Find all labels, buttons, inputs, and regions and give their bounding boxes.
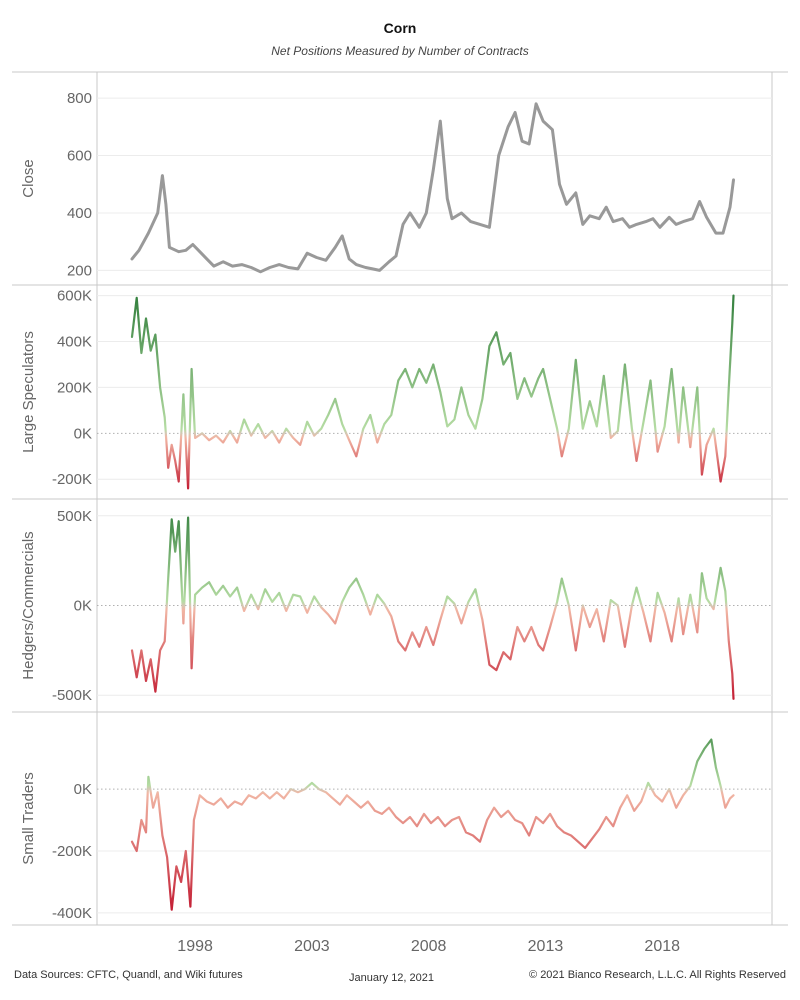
footer-date: January 12, 2021 — [349, 972, 435, 984]
series-line-hedgers-commercials — [130, 516, 735, 700]
y-tick-label: 500K — [57, 508, 92, 525]
y-tick-label: 0K — [74, 425, 92, 442]
footer-copyright: © 2021 Bianco Research, L.L.C. All Right… — [529, 969, 786, 981]
series-line-small-traders — [130, 738, 735, 911]
x-tick-label: 1998 — [177, 938, 213, 955]
y-tick-label: 400K — [57, 334, 92, 351]
y-axis-label: Large Speculators — [20, 331, 37, 453]
x-tick-label: 2013 — [528, 938, 564, 955]
y-tick-label: 600K — [57, 288, 92, 305]
x-tick-label: 2008 — [411, 938, 447, 955]
x-tick-label: 2003 — [294, 938, 330, 955]
y-axis-label: Close — [20, 159, 37, 197]
axis-layer: 1998 2003 2008 2013 2018 200 400 600 800 Close -20… — [20, 90, 680, 955]
panel-frames — [12, 71, 788, 926]
y-axis-label: Hedgers/Commercials — [20, 531, 37, 679]
y-tick-label: -400K — [52, 905, 92, 922]
y-tick-label: 600 — [67, 148, 92, 165]
y-tick-label: -200K — [52, 471, 92, 488]
y-tick-label: 200 — [67, 262, 92, 279]
chart-title: Corn — [383, 20, 417, 36]
y-tick-label: 0K — [74, 598, 92, 615]
y-tick-label: 0K — [74, 781, 92, 798]
y-tick-label: 400 — [67, 205, 92, 222]
y-tick-label: 800 — [67, 90, 92, 107]
y-tick-label: 200K — [57, 379, 92, 396]
y-tick-label: -500K — [52, 687, 92, 704]
x-tick-label: 2018 — [644, 938, 680, 955]
series-line-close — [130, 102, 735, 274]
footer-data-sources: Data Sources: CFTC, Quandl, and Wiki fut… — [14, 969, 243, 981]
series-line-large-speculators — [130, 294, 735, 490]
y-tick-label: -200K — [52, 843, 92, 860]
y-axis-label: Small Traders — [20, 772, 37, 865]
chart-subtitle: Net Positions Measured by Number of Cont… — [271, 44, 529, 58]
series-layer — [130, 102, 735, 911]
